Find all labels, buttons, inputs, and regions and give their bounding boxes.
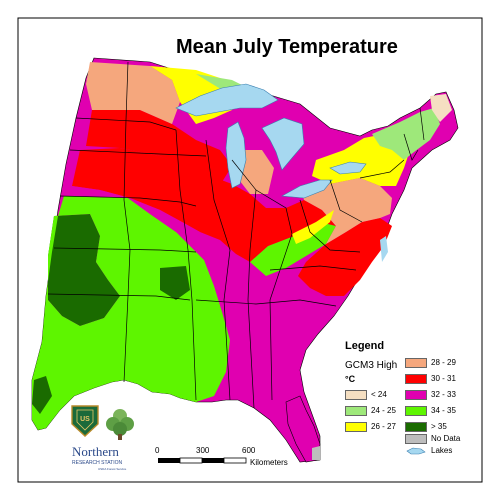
- scale-bar-graphic: [158, 457, 247, 464]
- region-over-35-arkansas: [160, 266, 190, 300]
- region-32-33-plains: [64, 186, 200, 232]
- legend-label: < 24: [371, 390, 387, 399]
- legend-swatch: [405, 390, 427, 400]
- scale-bar: 0 300 600 Kilometers: [152, 446, 312, 474]
- legend-model: GCM3 High: [345, 360, 398, 371]
- region-30-31-central: [72, 148, 336, 262]
- legend-label: 30 - 31: [431, 374, 456, 383]
- region-34-35-appalachia: [250, 222, 336, 276]
- legend-title: Legend: [345, 340, 385, 352]
- logo-sub: RESEARCH STATION: [72, 460, 122, 466]
- region-30-31-atlantic: [298, 218, 392, 296]
- legend-swatch: [405, 406, 427, 416]
- chesapeake-bay: [380, 236, 388, 262]
- legend-swatch: [345, 406, 367, 416]
- legend-swatch: [405, 358, 427, 368]
- legend-label: 34 - 35: [431, 406, 456, 415]
- map-frame: [17, 17, 483, 483]
- scale-tick-0: 0: [155, 446, 160, 455]
- region-over-35: [48, 214, 120, 326]
- logo-agency: USDA Forest Service: [98, 467, 127, 471]
- state-boundaries: [47, 61, 425, 409]
- lake-huron: [261, 117, 305, 171]
- region-28-29-northeast: [300, 178, 392, 244]
- legend-label: 28 - 29: [431, 358, 456, 367]
- tree-icon: [106, 409, 134, 440]
- legend-swatch: [345, 422, 367, 432]
- region-34-35-west: [32, 196, 230, 430]
- legend-label: Lakes: [431, 446, 453, 455]
- legend-label: 32 - 33: [431, 390, 456, 399]
- legend: Legend GCM3 High °C < 24 24 - 25 26 - 27…: [339, 338, 495, 458]
- lake-ontario: [329, 161, 367, 175]
- legend-swatch: [345, 390, 367, 400]
- legend-swatch: [405, 422, 427, 432]
- region-over-35-south: [32, 376, 52, 414]
- florida-no-data: [312, 446, 320, 460]
- scale-tick-600: 600: [242, 446, 256, 455]
- map-title: Mean July Temperature: [176, 36, 398, 58]
- legend-label: 26 - 27: [371, 422, 396, 431]
- region-24-25-new-england: [372, 108, 440, 160]
- lake-superior: [175, 83, 279, 117]
- region-30-31-north: [86, 110, 232, 182]
- region-under-24: [430, 94, 452, 122]
- great-lakes: [175, 83, 367, 199]
- logo-block: US Northern RESEARCH STATION USDA Forest…: [68, 404, 160, 478]
- legend-label: No Data: [431, 434, 461, 443]
- scale-unit: Kilometers: [250, 458, 288, 467]
- scale-tick-300: 300: [196, 446, 210, 455]
- usda-forest-service-shield-icon: US Northern RESEARCH STATION USDA Forest…: [71, 405, 134, 471]
- legend-label: 24 - 25: [371, 406, 396, 415]
- legend-unit: °C: [345, 374, 356, 384]
- region-28-29-north: [86, 62, 180, 124]
- shield-text: US: [80, 416, 90, 423]
- lake-erie: [281, 179, 333, 199]
- region-26-27-ridge: [292, 210, 334, 244]
- logo-name: Northern: [72, 444, 119, 459]
- legend-label: > 35: [431, 422, 447, 431]
- lake-swatch-icon: [406, 447, 426, 455]
- legend-swatch: [405, 374, 427, 384]
- legend-swatch: [405, 434, 427, 444]
